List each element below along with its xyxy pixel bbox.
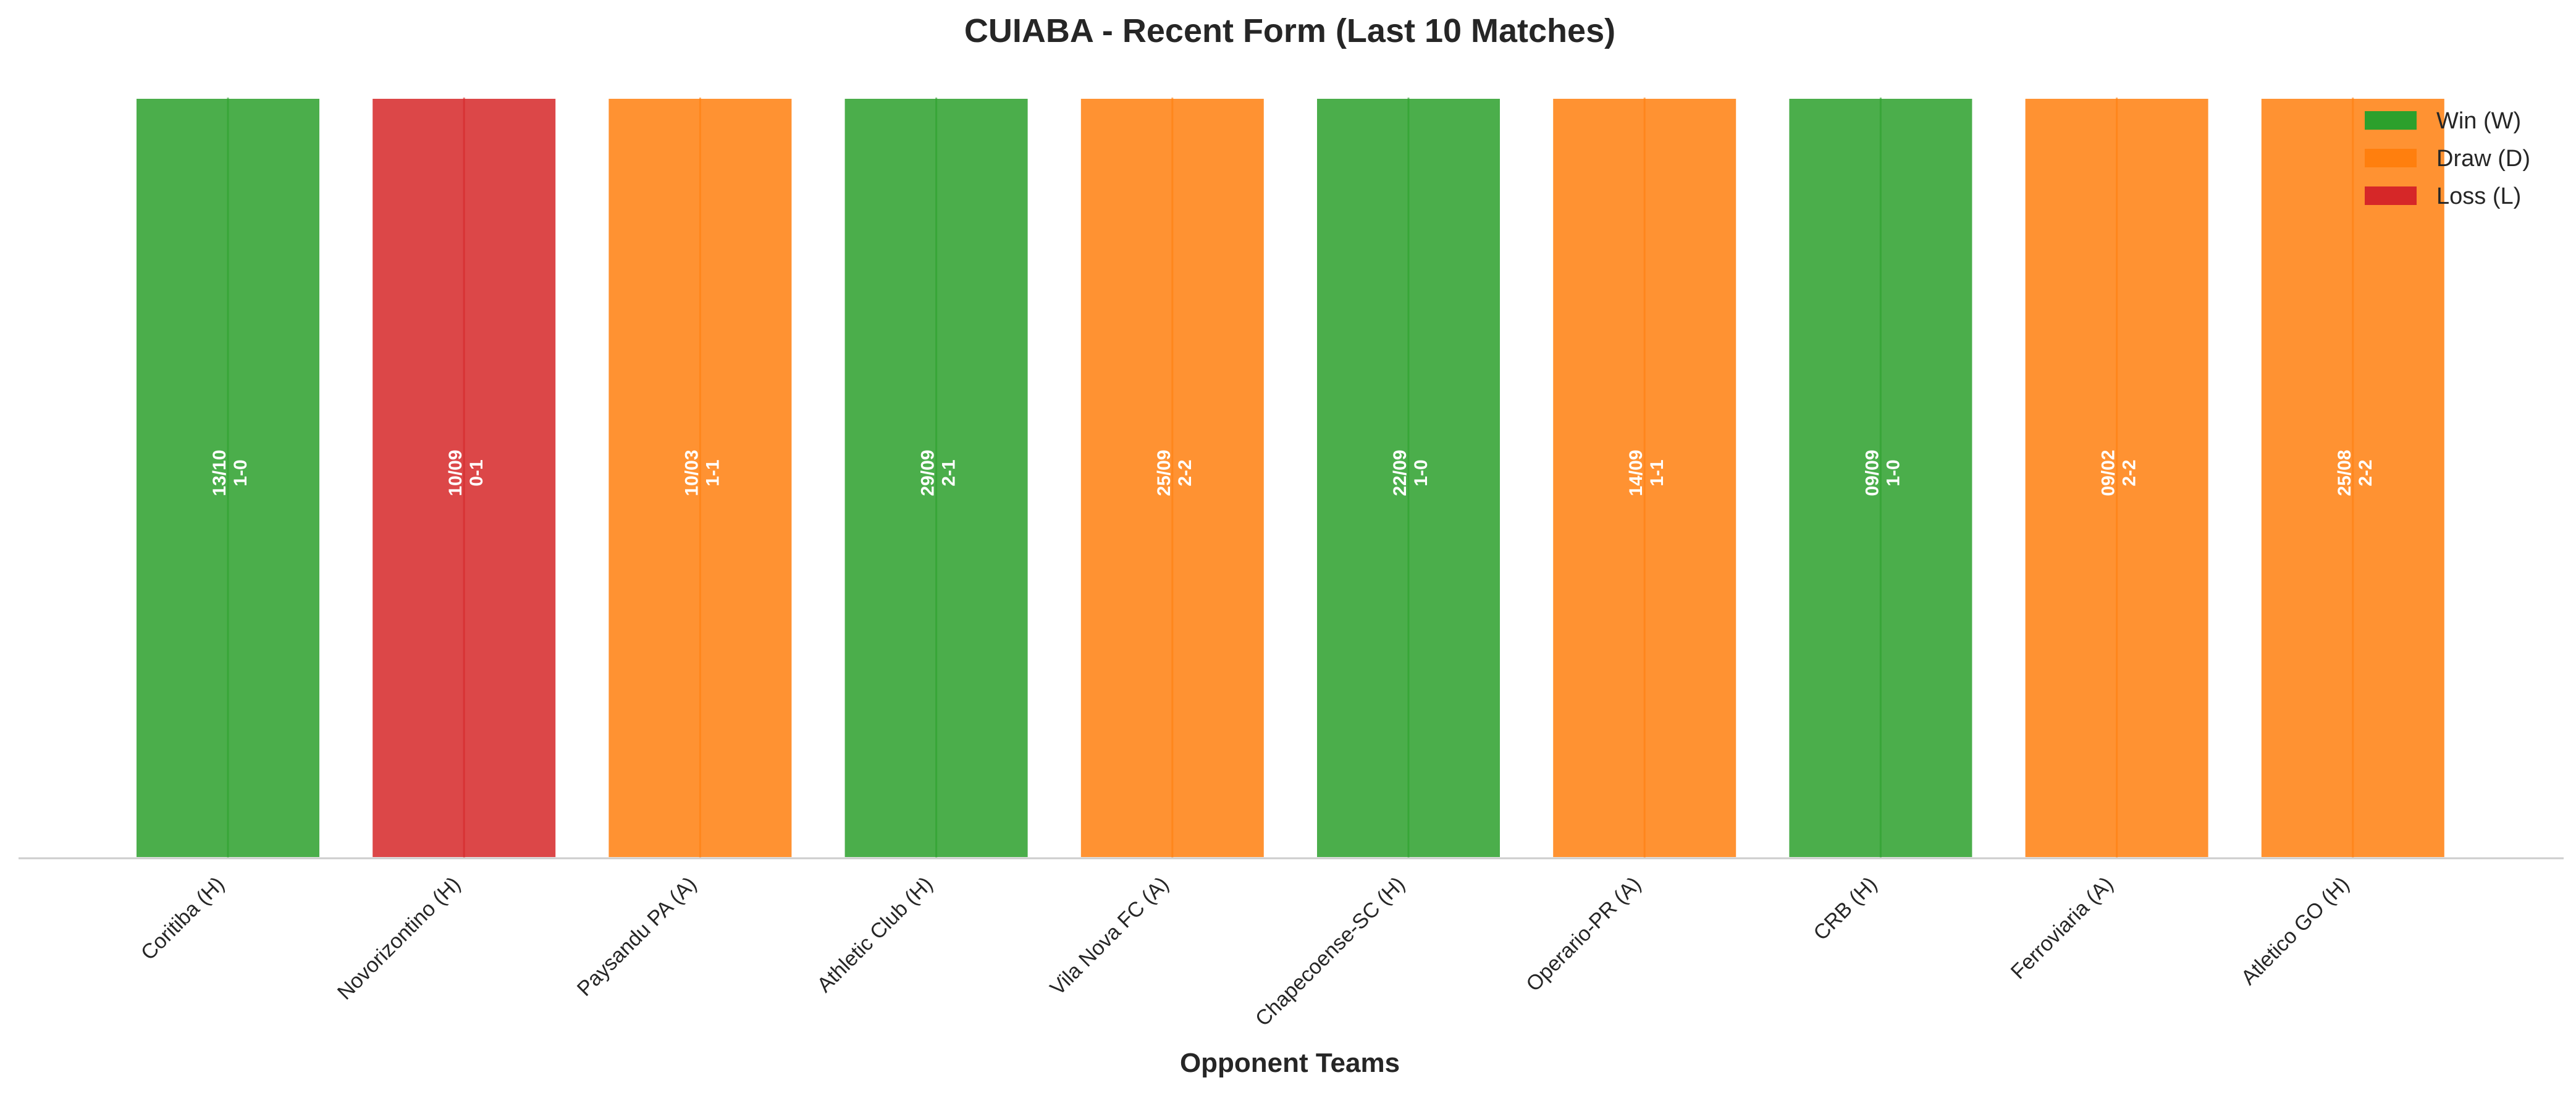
match-date: 25/08 [2334,450,2355,496]
x-tick-labels: Coritiba (H) Novorizontino (H) Paysandu PA… [137,872,2354,1031]
match-score: 2-2 [2355,459,2376,486]
legend-swatch-w [2365,111,2417,130]
match-score: 1-0 [1883,459,1903,486]
bars-layer: 13/101-0 10/090-1 10/031-1 29/092-1 25/092-2… [134,96,2447,860]
x-tick-label: Operario-PR (A) [1522,872,1646,997]
bar-data-label: 09/091-0 [1862,450,1903,496]
legend-label: Win (W) [2436,108,2521,134]
bar-data-label: 22/091-0 [1390,450,1431,496]
match-score: 1-1 [702,459,723,486]
match-date: 25/09 [1154,450,1174,496]
legend-label: Loss (L) [2436,183,2521,209]
bar-data-label: 10/090-1 [445,450,487,496]
match-date: 29/09 [918,450,938,496]
legend-swatch-l [2365,186,2417,205]
x-tick-label: Vila Nova FC (A) [1046,872,1174,1000]
bar-data-label: 13/101-0 [209,450,251,496]
match-score: 2-1 [939,459,959,486]
bar-data-label: 14/091-1 [1626,450,1667,496]
x-tick-label: CRB (H) [1809,872,1882,945]
match-date: 10/03 [681,450,702,496]
x-tick-label: Chapecoense-SC (H) [1251,872,1410,1031]
match-date: 10/09 [445,450,466,496]
bar-data-label: 10/031-1 [681,450,723,496]
x-tick-label: Atletico GO (H) [2237,872,2354,990]
match-score: 1-0 [1411,459,1431,486]
x-tick-label: Novorizontino (H) [333,872,465,1005]
x-tick-label: Coritiba (H) [137,872,229,965]
match-score: 2-2 [2119,459,2140,486]
x-tick-label: Athletic Club (H) [812,872,937,997]
bar-data-label: 25/092-2 [1154,450,1195,496]
match-score: 1-1 [1647,459,1667,486]
bar-data-label: 09/022-2 [2098,450,2140,496]
x-axis-label: Opponent Teams [1180,1048,1400,1078]
match-date: 14/09 [1626,450,1646,496]
bar-data-label: 25/082-2 [2334,450,2376,496]
bar-data-label: 29/092-1 [918,450,959,496]
match-score: 2-2 [1175,459,1195,486]
chart-title: CUIABA - Recent Form (Last 10 Matches) [964,12,1615,49]
x-tick-label: Paysandu PA (A) [573,872,701,1001]
legend-label: Draw (D) [2436,146,2530,172]
match-score: 1-0 [230,459,251,486]
match-date: 13/10 [209,450,230,496]
match-date: 09/02 [2098,450,2119,496]
x-tick-label: Ferroviaria (A) [2006,872,2118,984]
match-date: 09/09 [1862,450,1882,496]
match-date: 22/09 [1390,450,1410,496]
legend: Win (W) Draw (D) Loss (L) [2365,108,2530,209]
legend-swatch-d [2365,149,2417,167]
match-score: 0-1 [466,459,487,486]
